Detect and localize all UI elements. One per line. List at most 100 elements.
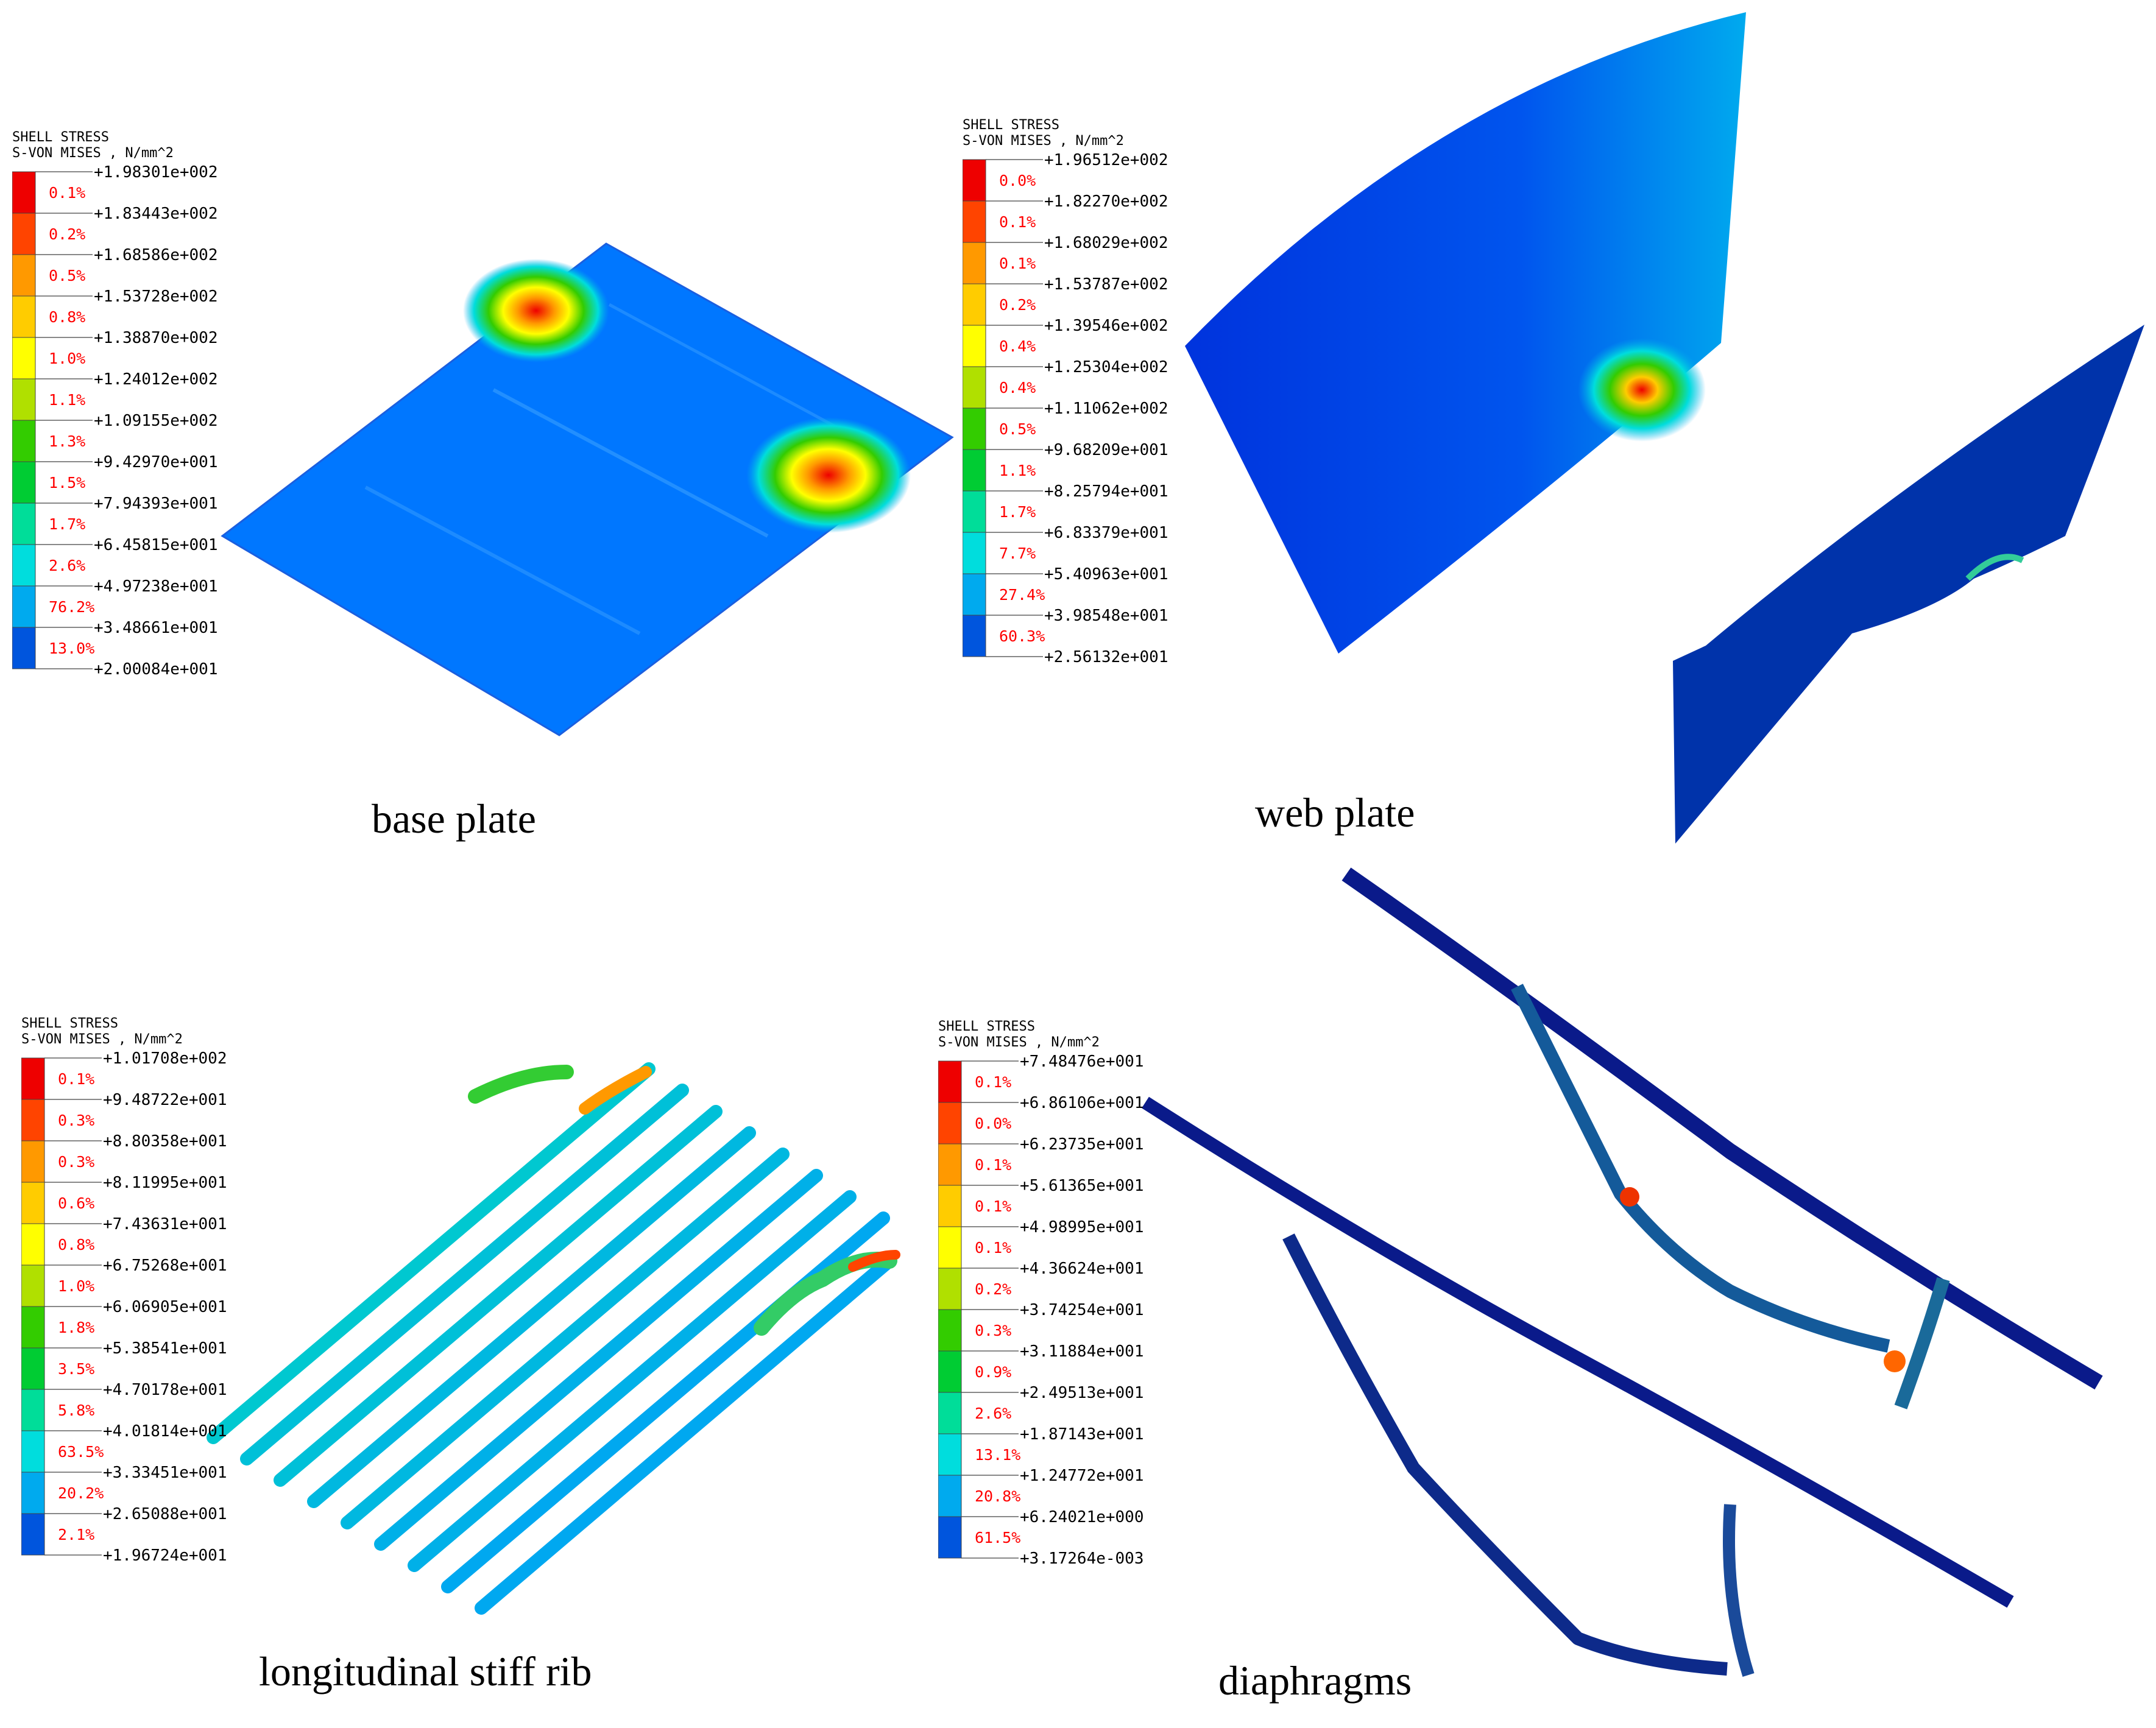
legend-percent: 0.1% — [975, 1156, 1011, 1174]
legend-value: +4.01814e+001 — [103, 1422, 227, 1441]
legend-swatch — [938, 1143, 962, 1186]
legend-title: SHELL STRESS — [963, 118, 1059, 133]
legend-value: +1.01708e+002 — [103, 1049, 227, 1068]
caption-web-plate: web plate — [1255, 789, 1415, 836]
legend-percent: 1.1% — [49, 391, 85, 409]
legend-unit: S-VON MISES , N/mm^2 — [12, 146, 174, 161]
caption-base-plate: base plate — [372, 795, 536, 842]
legend-swatch — [21, 1347, 45, 1390]
legend-value: +1.53728e+002 — [94, 287, 218, 306]
legend-swatch — [938, 1392, 962, 1434]
legend-swatch — [963, 615, 986, 657]
legend-swatch — [12, 295, 36, 338]
legend-value: +6.24021e+000 — [1020, 1508, 1144, 1526]
legend-percent: 0.1% — [58, 1070, 94, 1088]
legend-swatch — [21, 1513, 45, 1556]
legend-swatch — [963, 159, 986, 202]
legend-swatch — [12, 378, 36, 421]
web-plate-figure — [1185, 12, 2144, 844]
legend-value: +1.98301e+002 — [94, 163, 218, 182]
legend-value: +8.25794e+001 — [1044, 482, 1168, 501]
legend-value: +1.96724e+001 — [103, 1546, 227, 1565]
legend-value: +1.83443e+002 — [94, 205, 218, 223]
legend-percent: 0.8% — [49, 308, 85, 326]
panel-longitudinal-stiff-rib: SHELL STRESS S-VON MISES , N/mm^2 +1.01708… — [0, 865, 950, 1728]
legend-swatch — [12, 213, 36, 255]
legend-percent: 1.3% — [49, 432, 85, 450]
web-plate-main — [1185, 12, 1746, 654]
legend-value: +6.23735e+001 — [1020, 1135, 1144, 1154]
legend-value: +1.39546e+002 — [1044, 317, 1168, 335]
web-plate-side — [1673, 325, 2144, 844]
legend-percent: 5.8% — [58, 1402, 94, 1419]
legend-value: +1.24012e+002 — [94, 370, 218, 389]
legend-swatch — [938, 1309, 962, 1352]
legend-percent: 2.6% — [975, 1405, 1011, 1422]
legend-swatch — [938, 1060, 962, 1103]
caption-diaphragms: diaphragms — [1218, 1657, 1412, 1704]
legend-unit: S-VON MISES , N/mm^2 — [21, 1032, 183, 1047]
legend-value: +3.74254e+001 — [1020, 1301, 1144, 1319]
legend-value: +9.42970e+001 — [94, 453, 218, 471]
legend-percent: 76.2% — [49, 598, 94, 616]
legend-percent: 0.1% — [975, 1239, 1011, 1257]
legend-value: +3.33451e+001 — [103, 1464, 227, 1482]
rib-set — [207, 1062, 900, 1615]
legend-percent: 0.3% — [58, 1153, 94, 1171]
legend-percent: 20.2% — [58, 1484, 104, 1502]
legend-swatch — [21, 1389, 45, 1431]
legend-swatch — [21, 1306, 45, 1349]
legend-percent: 0.2% — [49, 225, 85, 243]
legend-swatch — [21, 1140, 45, 1183]
legend-percent: 0.6% — [58, 1194, 94, 1212]
legend-percent: 2.6% — [49, 557, 85, 574]
legend-swatch — [21, 1182, 45, 1224]
legend-percent: 0.3% — [58, 1112, 94, 1129]
legend-value: +6.75268e+001 — [103, 1257, 227, 1275]
diaphragms-figure — [1142, 867, 2103, 1677]
legend-percent: 0.3% — [975, 1322, 1011, 1339]
legend-value: +3.17264e-003 — [1020, 1550, 1144, 1568]
legend-swatch — [963, 490, 986, 533]
legend-value: +1.68586e+002 — [94, 246, 218, 264]
legend-web-plate: SHELL STRESS S-VON MISES , N/mm^2 +1.96512… — [963, 116, 1194, 682]
legend-value: +1.96512e+002 — [1044, 151, 1168, 169]
legend-swatch — [12, 171, 36, 214]
legend-swatch — [21, 1264, 45, 1307]
legend-percent: 0.4% — [999, 337, 1036, 355]
legend-value: +9.48722e+001 — [103, 1091, 227, 1109]
legend-value: +3.48661e+001 — [94, 619, 218, 637]
legend-value: +2.65088e+001 — [103, 1505, 227, 1523]
legend-unit: S-VON MISES , N/mm^2 — [938, 1035, 1100, 1050]
legend-value: +1.38870e+002 — [94, 329, 218, 347]
legend-swatch — [938, 1475, 962, 1517]
legend-swatch — [963, 366, 986, 409]
diaphragm-lower — [1142, 1096, 2014, 1677]
legend-value: +7.43631e+001 — [103, 1215, 227, 1233]
legend-value: +2.49513e+001 — [1020, 1384, 1144, 1402]
legend-value: +1.11062e+002 — [1044, 400, 1168, 418]
legend-swatch — [938, 1433, 962, 1476]
legend-swatch — [12, 503, 36, 545]
legend-swatch — [938, 1102, 962, 1144]
panel-web-plate: SHELL STRESS S-VON MISES , N/mm^2 +1.96512… — [950, 0, 2156, 865]
legend-swatch — [12, 420, 36, 462]
legend-value: +8.11995e+001 — [103, 1174, 227, 1192]
legend-base-plate: SHELL STRESS S-VON MISES , N/mm^2 +1.98301… — [12, 128, 244, 694]
legend-percent: 0.0% — [999, 172, 1036, 189]
legend-percent: 27.4% — [999, 586, 1045, 604]
legend-value: +4.36624e+001 — [1020, 1260, 1144, 1278]
legend-percent: 0.2% — [999, 296, 1036, 314]
legend-percent: 1.5% — [49, 474, 85, 492]
legend-value: +2.56132e+001 — [1044, 648, 1168, 666]
base-plate-figure — [221, 242, 954, 736]
legend-swatch — [963, 449, 986, 492]
caption-rib: longitudinal stiff rib — [259, 1648, 592, 1694]
legend-value: +7.48476e+001 — [1020, 1053, 1144, 1071]
base-plate-shape — [221, 242, 954, 736]
legend-percent: 3.5% — [58, 1360, 94, 1378]
legend-swatch — [21, 1223, 45, 1266]
legend-value: +1.82270e+002 — [1044, 192, 1168, 211]
legend-swatch — [21, 1057, 45, 1100]
diaphragm-upper — [1341, 867, 2103, 1409]
